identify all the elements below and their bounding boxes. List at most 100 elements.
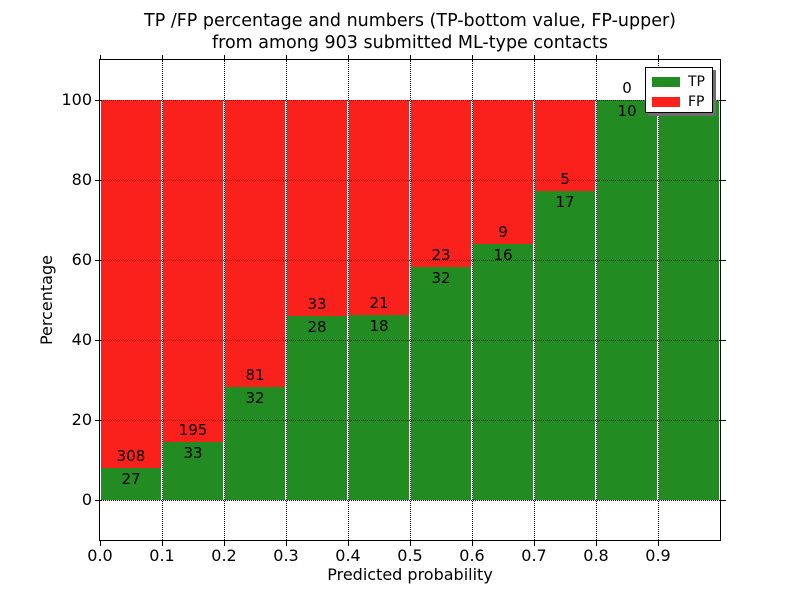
y-tick xyxy=(95,500,100,501)
y-tick xyxy=(95,260,100,261)
fp-legend-swatch xyxy=(652,96,680,107)
tp-count-label: 10 xyxy=(617,102,637,120)
x-tick xyxy=(286,55,287,60)
x-tick xyxy=(224,55,225,60)
legend-entry-fp: FP xyxy=(652,93,712,110)
x-tick-label: 0.4 xyxy=(335,546,361,565)
x-tick-label: 0.9 xyxy=(645,546,671,565)
x-tick-label: 0.6 xyxy=(459,546,485,565)
plot-area: TP FP 308 27 195 33 81 32 33 28 21 18 23 32 9 16 5 17 0 10… xyxy=(99,59,721,541)
x-tick xyxy=(472,541,473,546)
x-gridline xyxy=(534,60,535,540)
bar-tp-0.2-0.3 xyxy=(225,386,285,500)
y-tick-label: 0 xyxy=(81,490,92,509)
bar-fp-0.1-0.2 xyxy=(163,100,223,443)
x-tick xyxy=(534,541,535,546)
bar-fp-0.3-0.4 xyxy=(287,100,347,317)
bar-fp-0.7-0.8 xyxy=(535,100,595,191)
x-tick-label: 0.8 xyxy=(583,546,609,565)
y-tick xyxy=(721,420,726,421)
fp-count-label: 9 xyxy=(498,223,508,241)
x-tick-label: 0.3 xyxy=(273,546,299,565)
bar-fp-0.2-0.3 xyxy=(225,100,285,387)
legend-label-fp: FP xyxy=(688,93,705,110)
y-tick xyxy=(95,100,100,101)
bar-tp-0.5-0.6 xyxy=(411,267,471,500)
x-tick xyxy=(162,55,163,60)
y-tick xyxy=(95,180,100,181)
y-tick-label: 60 xyxy=(71,250,92,269)
tp-count-label: 18 xyxy=(369,317,389,336)
x-tick-label: 0.1 xyxy=(149,546,175,565)
y-tick xyxy=(721,500,726,501)
y-tick xyxy=(95,420,100,421)
bar-tp-0.1-0.2 xyxy=(163,442,223,500)
bar-tp-0.8-0.9 xyxy=(597,100,657,500)
x-gridline xyxy=(472,60,473,540)
chart-title-line2: from among 903 submitted ML-type contact… xyxy=(212,33,608,53)
fp-count-label: 21 xyxy=(369,294,389,313)
x-tick xyxy=(410,541,411,546)
y-tick-label: 40 xyxy=(71,330,92,349)
fp-count-label: 33 xyxy=(307,295,327,314)
x-tick-label: 0.0 xyxy=(87,546,113,565)
x-tick-label: 0.7 xyxy=(521,546,547,565)
x-tick xyxy=(100,55,101,60)
y-tick-label: 80 xyxy=(71,170,92,189)
x-tick xyxy=(596,541,597,546)
fp-count-label: 0 xyxy=(622,79,632,97)
legend-label-tp: TP xyxy=(688,73,705,90)
bar-tp-0.6-0.7 xyxy=(473,244,533,500)
fp-count-label: 195 xyxy=(178,421,208,440)
x-tick xyxy=(596,55,597,60)
bar-tp-0.7-0.8 xyxy=(535,190,595,500)
y-tick xyxy=(721,180,726,181)
x-gridline xyxy=(286,60,287,540)
y-tick-label: 100 xyxy=(61,90,92,109)
x-gridline xyxy=(162,60,163,540)
bar-fp-0.0-0.1 xyxy=(101,100,161,468)
x-gridline xyxy=(596,60,597,540)
x-gridline xyxy=(410,60,411,540)
x-gridline xyxy=(224,60,225,540)
fp-count-label: 81 xyxy=(245,365,265,384)
tp-count-label: 32 xyxy=(431,269,451,288)
chart-title: TP /FP percentage and numbers (TP-bottom… xyxy=(110,10,710,54)
x-tick xyxy=(162,541,163,546)
bar-fp-0.4-0.5 xyxy=(349,100,409,316)
x-tick xyxy=(224,541,225,546)
legend: TP FP xyxy=(645,67,713,113)
x-tick xyxy=(658,55,659,60)
fp-count-label: 308 xyxy=(116,446,146,465)
bar-tp-0.3-0.4 xyxy=(287,316,347,500)
tp-count-label: 28 xyxy=(307,318,327,337)
x-tick xyxy=(100,541,101,546)
bar-tp-0.0-0.1 xyxy=(101,467,161,500)
y-tick xyxy=(721,260,726,261)
fp-count-label: 23 xyxy=(431,246,451,265)
x-tick-label: 0.2 xyxy=(211,546,237,565)
bar-tp-0.4-0.5 xyxy=(349,315,409,500)
fp-count-label: 5 xyxy=(560,169,570,188)
bar-fp-0.5-0.6 xyxy=(411,100,471,268)
y-tick xyxy=(721,100,726,101)
x-tick xyxy=(534,55,535,60)
y-tick xyxy=(95,340,100,341)
bar-tp-0.9-1.0 xyxy=(659,100,719,500)
y-tick xyxy=(721,340,726,341)
x-tick xyxy=(286,541,287,546)
x-gridline xyxy=(658,60,659,540)
y-tick-label: 20 xyxy=(71,410,92,429)
chart-title-line1: TP /FP percentage and numbers (TP-bottom… xyxy=(144,11,676,31)
x-tick xyxy=(348,55,349,60)
bar-fp-0.6-0.7 xyxy=(473,100,533,244)
tp-count-label: 33 xyxy=(183,444,203,463)
legend-entry-tp: TP xyxy=(652,73,712,90)
tp-count-label: 27 xyxy=(121,469,141,488)
x-tick xyxy=(410,55,411,60)
x-tick xyxy=(348,541,349,546)
x-tick-label: 0.5 xyxy=(397,546,423,565)
tp-count-label: 17 xyxy=(555,192,575,211)
tp-count-label: 32 xyxy=(245,388,265,407)
